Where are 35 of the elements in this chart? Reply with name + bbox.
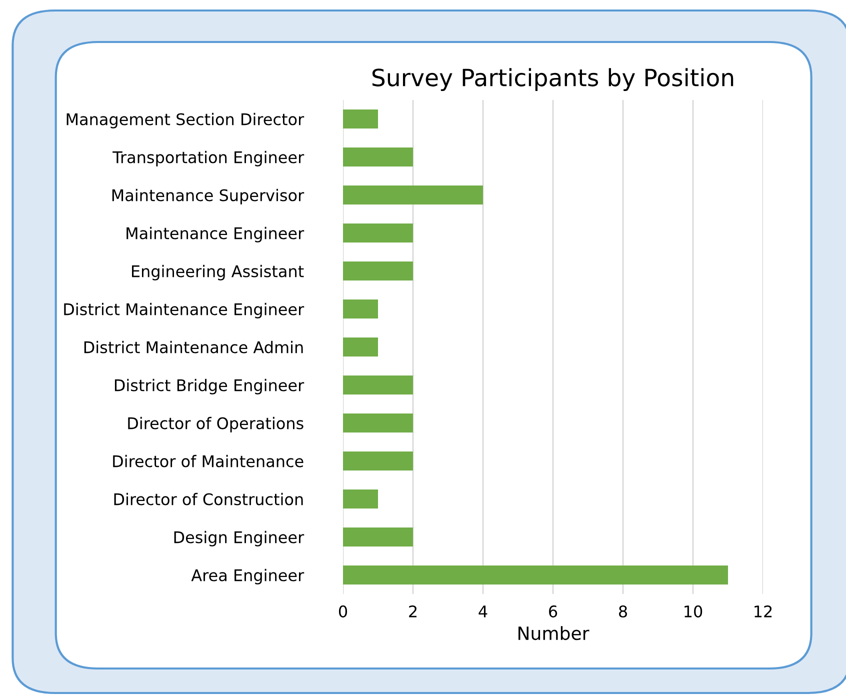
bar [343, 376, 413, 394]
y-tick-label: District Maintenance Engineer [64, 302, 304, 318]
y-tick-label: Director of Maintenance [113, 454, 304, 468]
y-tick-label: Engineering Assistant [132, 264, 304, 280]
x-axis-title: Number [518, 626, 590, 640]
y-tick-label: Maintenance Engineer [126, 226, 304, 242]
bar [343, 566, 728, 584]
y-tick-label: Area Engineer [191, 568, 304, 584]
x-tick-label: 6 [549, 605, 558, 618]
bar [343, 186, 483, 204]
x-tick-label: 4 [478, 606, 488, 618]
bar [343, 528, 413, 546]
y-tick-label: Management Section Director [66, 112, 304, 128]
bar [343, 338, 378, 356]
bar [343, 452, 413, 470]
x-tick-label: 12 [754, 605, 772, 618]
y-tick-label: Transportation Engineer [112, 150, 304, 166]
y-tick-label: Maintenance Supervisor [112, 188, 304, 204]
bar [343, 110, 378, 128]
x-tick-label: 2 [409, 605, 416, 618]
y-tick-label: District Bridge Engineer [114, 378, 304, 394]
y-tick-label: Director of Operations [128, 416, 304, 432]
bar [343, 414, 413, 432]
y-tick-label: Design Engineer [174, 530, 304, 546]
x-tick-label: 0 [338, 605, 348, 618]
bar [343, 148, 413, 166]
y-tick-label: Director of Construction [114, 492, 303, 506]
y-tick-label: District Maintenance Admin [84, 340, 303, 354]
bar [343, 490, 378, 508]
x-tick-label: 10 [684, 605, 702, 618]
bar [343, 224, 413, 242]
x-tick-label: 8 [619, 605, 627, 618]
chart-title: Survey Participants by Position [372, 68, 734, 92]
bar [343, 262, 413, 280]
bar [343, 300, 378, 318]
